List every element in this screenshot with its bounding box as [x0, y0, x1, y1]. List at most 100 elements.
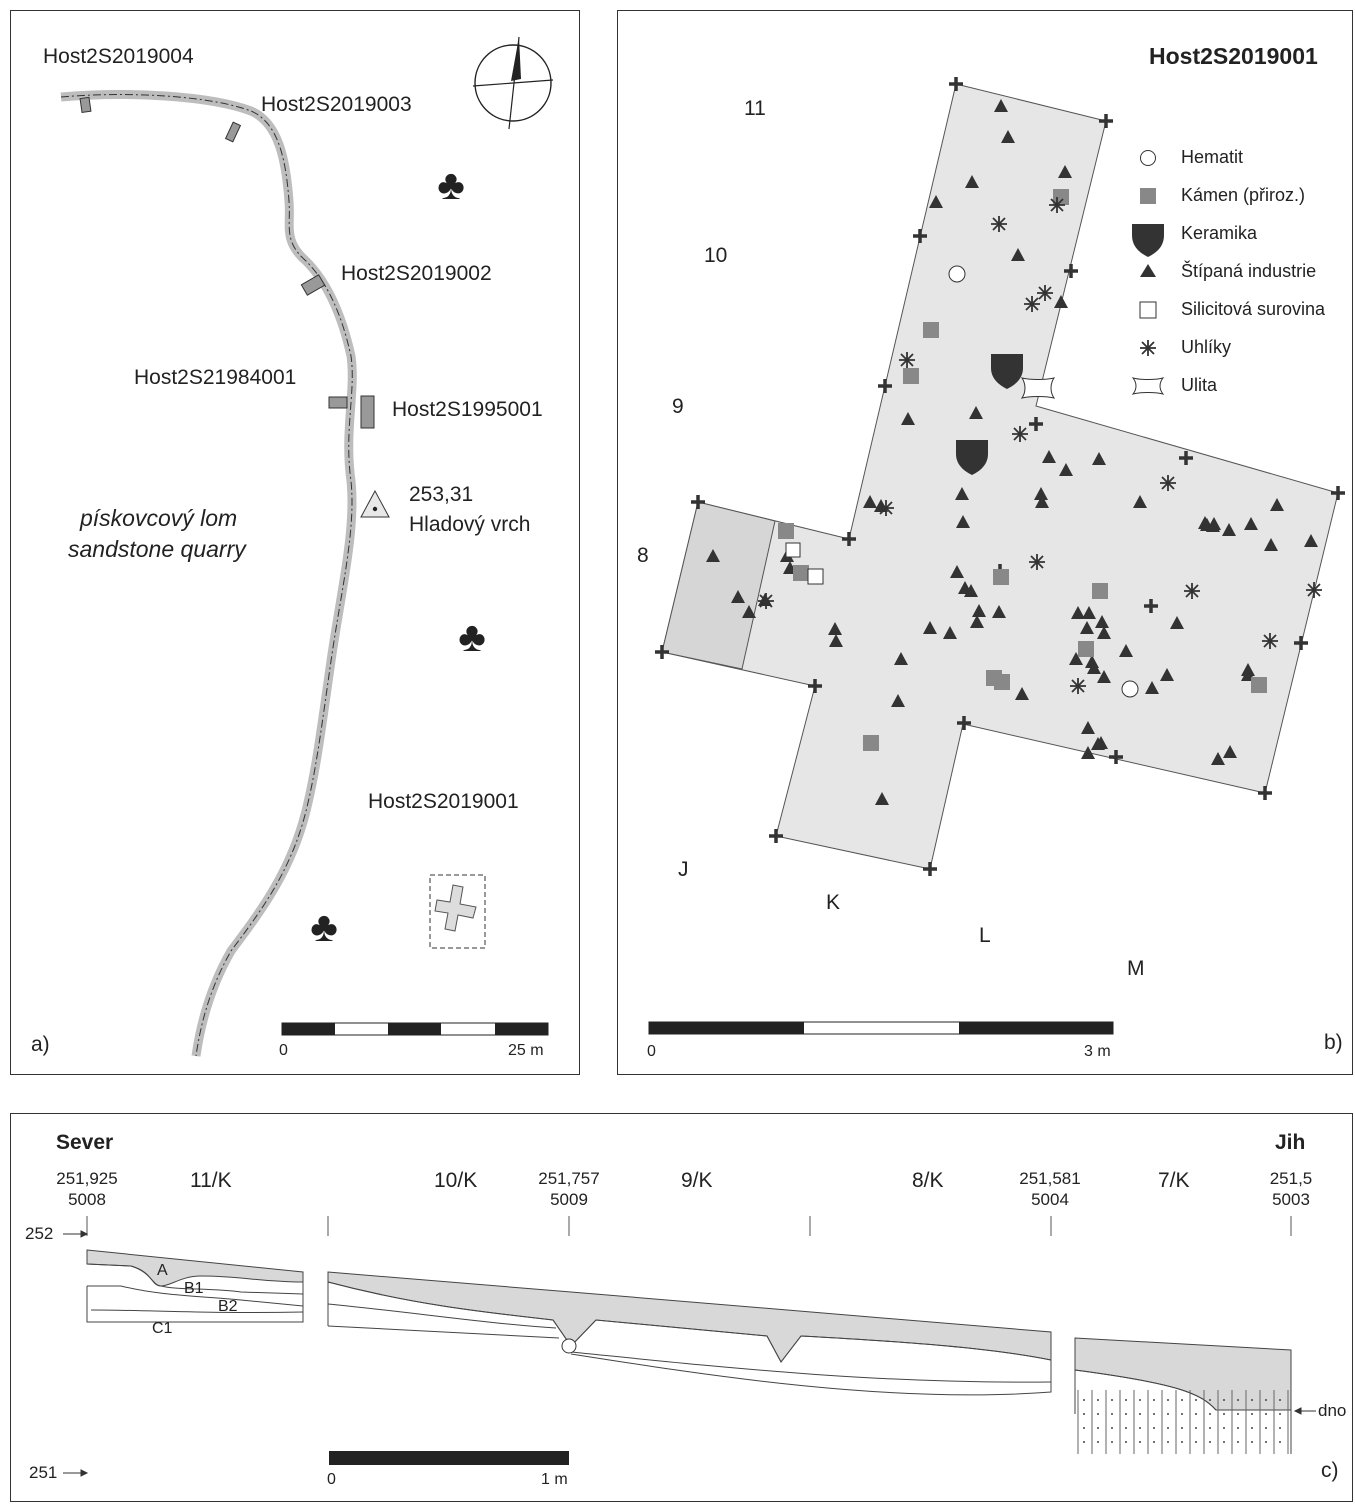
scale-bar-a — [281, 1022, 549, 1036]
artifact-stipana-industrie-icon — [1011, 248, 1025, 261]
artifact-uhliky-icon — [758, 593, 774, 609]
profile-north: Sever — [56, 1131, 114, 1154]
artifact-uhliky-icon — [1037, 285, 1053, 301]
section-label: 10/K — [434, 1169, 478, 1192]
artifact-stipana-industrie-icon — [1058, 165, 1072, 178]
artifact-stipana-industrie-icon — [706, 549, 720, 562]
panel-letter: b) — [1324, 1031, 1343, 1054]
artifact-kamen-icon — [1078, 641, 1094, 657]
artifact-uhliky-icon — [1306, 582, 1322, 598]
scale-end: 1 m — [541, 1471, 568, 1488]
artifact-uhliky-icon — [1070, 678, 1086, 694]
quarry-label-en: sandstone quarry — [68, 536, 246, 562]
artifact-stipana-industrie-icon — [1145, 681, 1159, 694]
artifact-hematit-icon — [1121, 680, 1139, 698]
artifact-uhliky-icon — [1049, 197, 1065, 213]
artifact-stipana-industrie-icon — [1222, 523, 1236, 536]
artifact-stipana-industrie-icon — [1092, 452, 1106, 465]
grid-cross-icon — [691, 495, 705, 509]
artifact-stipana-industrie-icon — [1304, 534, 1318, 547]
marker-value: 251,5 — [1269, 1169, 1313, 1188]
artifact-stipana-industrie-icon — [731, 590, 745, 603]
artifact-uhliky-icon — [991, 216, 1007, 232]
artifact-stipana-industrie-icon — [1270, 498, 1284, 511]
tree-icon: ♣ — [437, 161, 465, 208]
site-label: Host2S2019001 — [368, 790, 519, 813]
grid-cross-icon — [923, 862, 937, 876]
artifact-stipana-industrie-icon — [1264, 538, 1278, 551]
artifact-keramika-icon — [956, 440, 988, 475]
profile-drawing — [63, 1216, 1316, 1477]
quarry-label-cz: pískovcový lom — [80, 505, 238, 531]
scale-start: 0 — [327, 1471, 336, 1488]
artifact-stipana-industrie-icon — [1119, 644, 1133, 657]
industrie-icon — [1140, 264, 1156, 277]
artifact-stipana-industrie-icon — [1059, 463, 1073, 476]
artifact-uhliky-icon — [899, 352, 915, 368]
trig-point-icon — [360, 489, 390, 518]
site-block-2019002 — [300, 274, 326, 296]
artifact-stipana-industrie-icon — [1198, 516, 1212, 529]
artifact-kamen-icon — [793, 565, 809, 581]
grid-row-label: 8 — [637, 544, 649, 567]
grid-col-label: L — [979, 924, 991, 947]
artifact-stipana-industrie-icon — [1097, 626, 1111, 639]
panel-letter: c) — [1321, 1459, 1339, 1482]
grid-cross-icon — [655, 645, 669, 659]
marker-code: 5009 — [550, 1190, 588, 1209]
site-label: Host2S2019002 — [341, 262, 492, 285]
artifact-stipana-industrie-icon — [1097, 670, 1111, 683]
marker-value: 251,757 — [538, 1169, 600, 1188]
grid-cross-icon — [878, 379, 892, 393]
elevation-value: 253,31 — [409, 483, 474, 506]
scale-start: 0 — [647, 1043, 656, 1060]
grid-cross-icon — [1294, 636, 1308, 650]
artifact-stipana-industrie-icon — [956, 515, 970, 528]
legend-label: Kámen (přiroz.) — [1181, 185, 1306, 205]
grid-col-label: J — [678, 858, 689, 881]
artifact-keramika-icon — [991, 354, 1023, 389]
artifact-stipana-industrie-icon — [828, 622, 842, 635]
layer-label: B2 — [218, 1298, 238, 1315]
grid-cross-icon — [1099, 114, 1113, 128]
profile-south: Jih — [1275, 1131, 1306, 1154]
grid-col-label: K — [826, 891, 841, 914]
excavation-area-darker-strip — [661, 501, 776, 670]
artifact-uhliky-icon — [1024, 296, 1040, 312]
artifact-stipana-industrie-icon — [970, 615, 984, 628]
artifact-stipana-industrie-icon — [1001, 130, 1015, 143]
site-label: Host2S2019003 — [261, 93, 412, 116]
layer-label: B1 — [184, 1280, 204, 1297]
marker-code: 5003 — [1272, 1190, 1310, 1209]
tree-icon: ♣ — [458, 613, 486, 660]
road — [60, 90, 357, 1057]
legend-label: Uhlíky — [1181, 337, 1232, 357]
artifact-silicit-icon — [807, 568, 824, 585]
excavation-locator-box — [429, 874, 486, 949]
artifact-stipana-industrie-icon — [863, 495, 877, 508]
section-label: 7/K — [1158, 1169, 1190, 1192]
site-block-21984001 — [328, 396, 348, 409]
grid-cross-icon — [1029, 417, 1043, 431]
artifact-stipana-industrie-icon — [1170, 616, 1184, 629]
uhliky-icon — [1140, 340, 1156, 356]
artifact-stipana-industrie-icon — [875, 792, 889, 805]
site-block-2019004 — [79, 96, 92, 114]
artifact-kamen-icon — [1251, 677, 1267, 693]
level-label: 251 — [29, 1463, 58, 1482]
excavation-mini-shape — [434, 884, 477, 932]
artifact-stipana-industrie-icon — [1207, 517, 1221, 530]
artifact-kamen-icon — [1092, 583, 1108, 599]
artifact-stipana-industrie-icon — [923, 621, 937, 634]
artifact-kamen-icon — [993, 569, 1009, 585]
grid-cross-icon — [949, 77, 963, 91]
artifact-stipana-industrie-icon — [1081, 721, 1095, 734]
artifact-stipana-industrie-icon — [965, 175, 979, 188]
scale-end: 25 m — [508, 1042, 544, 1059]
artifact-uhliky-icon — [1029, 554, 1045, 570]
site-block-1995001 — [360, 395, 375, 429]
artifact-stipana-industrie-icon — [894, 652, 908, 665]
artifact-stipana-industrie-icon — [1244, 517, 1258, 530]
grid-cross-icon — [957, 716, 971, 730]
artifact-ulita-icon — [1020, 377, 1056, 399]
